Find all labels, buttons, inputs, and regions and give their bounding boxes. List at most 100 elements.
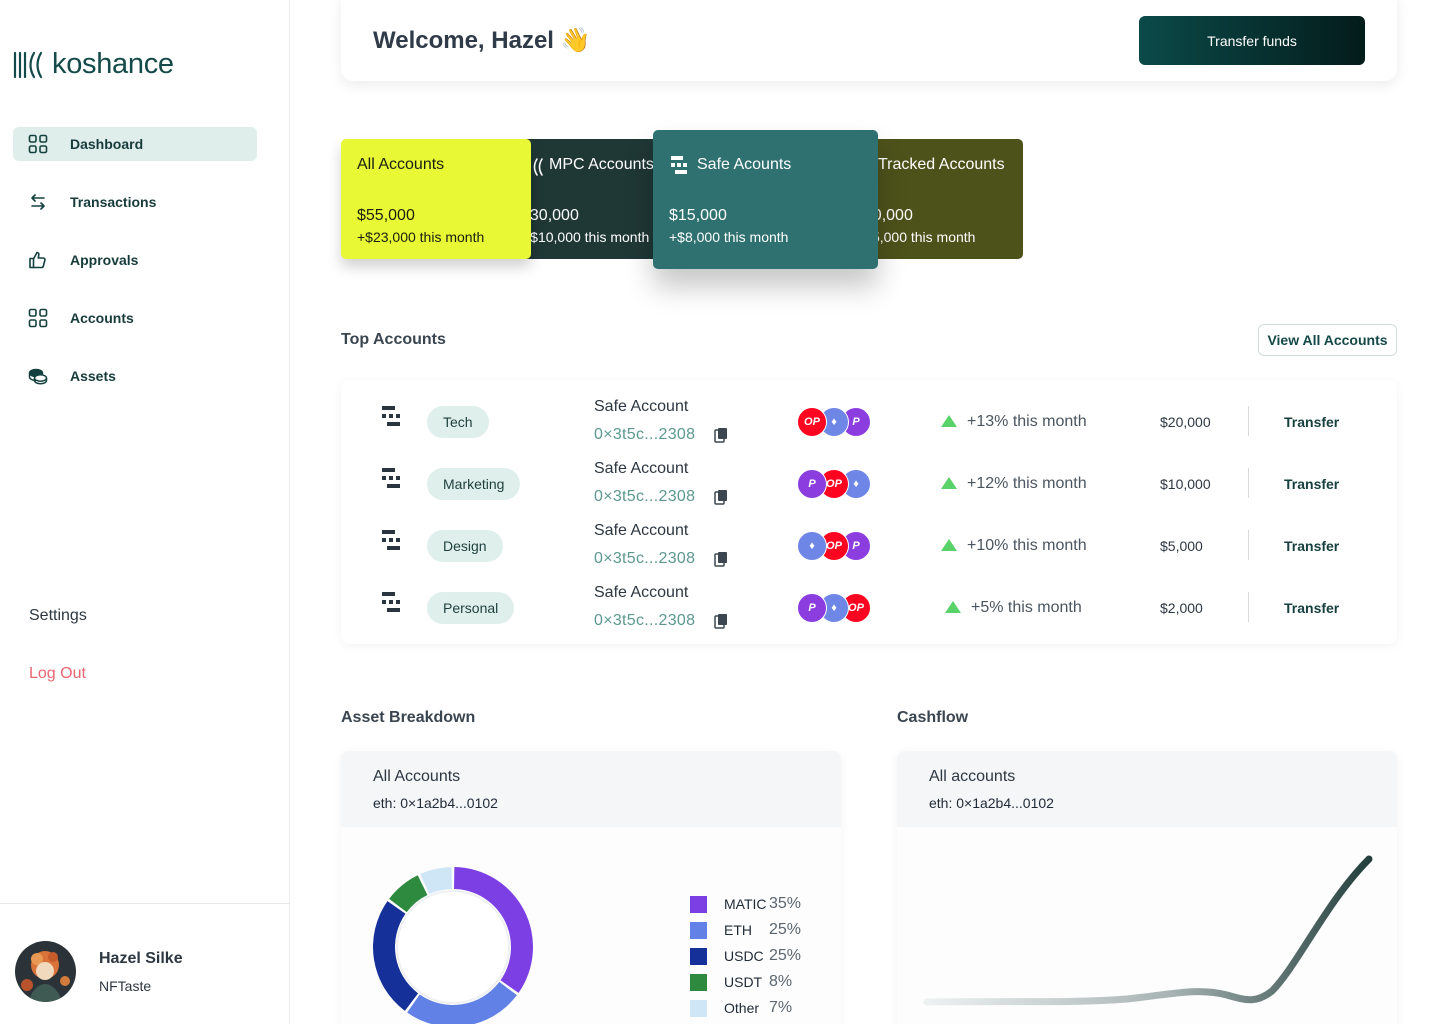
- transfer-link[interactable]: Transfer: [1284, 476, 1340, 492]
- chain-icons: P ♦ OP: [797, 593, 877, 625]
- account-type: Safe Account: [594, 522, 689, 539]
- sidebar-nav: Dashboard Transactions Approvals Account…: [13, 127, 257, 417]
- copy-icon[interactable]: [714, 613, 728, 629]
- account-value: $20,000: [1160, 414, 1211, 430]
- legend-label: ETH: [724, 922, 752, 938]
- safe-icon: [382, 592, 400, 612]
- account-growth: +13% this month: [967, 413, 1087, 430]
- account-tag[interactable]: Personal: [427, 592, 515, 624]
- panel-header: All Accounts eth: 0×1a2b4...0102: [341, 751, 841, 827]
- welcome-header: Welcome, Hazel 👋 Transfer funds: [341, 0, 1397, 81]
- card-change: +$5,000 this month: [858, 229, 976, 245]
- card-amount: $15,000: [669, 207, 727, 224]
- sidebar-item-transactions[interactable]: Transactions: [13, 185, 257, 219]
- legend-percent: 25%: [769, 921, 802, 938]
- trend-up-icon: [941, 415, 957, 427]
- legend-item: Other 7%: [690, 995, 801, 1021]
- chain-icons: OP ♦ P: [797, 407, 877, 439]
- account-type: Safe Account: [594, 398, 689, 415]
- coins-icon: [27, 365, 49, 387]
- transfer-funds-button[interactable]: Transfer funds: [1139, 16, 1365, 65]
- brand-logo[interactable]: koshance: [12, 48, 174, 81]
- chain-icons: P OP ♦: [797, 469, 877, 501]
- transfer-link[interactable]: Transfer: [1284, 414, 1340, 430]
- row-divider: [1248, 530, 1249, 560]
- legend-label: MATIC: [724, 896, 767, 912]
- row-divider: [1248, 468, 1249, 498]
- asset-breakdown-panel: All Accounts eth: 0×1a2b4...0102 MATIC 35…: [341, 751, 841, 1024]
- table-row[interactable]: Tech Safe Account 0×3t5c...2308 OP ♦ P +13…: [341, 384, 1397, 446]
- card-amount: $30,000: [521, 207, 579, 224]
- safe-icon: [671, 156, 687, 174]
- account-type: Safe Account: [594, 584, 689, 601]
- cashflow-line-chart: [923, 855, 1373, 1006]
- account-address: 0×3t5c...2308: [594, 488, 696, 505]
- copy-icon[interactable]: [714, 551, 728, 567]
- trend-up-icon: [941, 539, 957, 551]
- donut-slice-matic: [454, 867, 533, 993]
- account-tag[interactable]: Marketing: [427, 468, 521, 500]
- view-all-accounts-button[interactable]: View All Accounts: [1258, 324, 1397, 356]
- legend-percent: 7%: [769, 999, 793, 1016]
- account-value: $2,000: [1160, 600, 1203, 616]
- grid-icon: [27, 307, 49, 329]
- account-growth: +5% this month: [971, 599, 1082, 616]
- user-profile[interactable]: Hazel Silke NFTaste: [0, 903, 290, 1024]
- legend-swatch: [690, 895, 707, 913]
- sidebar-item-label: Dashboard: [70, 136, 144, 152]
- avatar[interactable]: [15, 941, 76, 1002]
- user-name: Hazel Silke: [99, 950, 183, 967]
- card-tracked-accounts[interactable]: Tracked Accounts $10,000 +$5,000 this mo…: [858, 139, 1023, 259]
- ethereum-icon: ♦: [797, 531, 827, 561]
- card-title: Tracked Accounts: [878, 156, 1005, 173]
- optimism-icon: OP: [819, 531, 849, 561]
- asset-breakdown-title: Asset Breakdown: [341, 709, 476, 726]
- account-growth: +10% this month: [967, 537, 1087, 554]
- donut-slice-eth: [407, 981, 517, 1024]
- sidebar-item-accounts[interactable]: Accounts: [13, 301, 257, 335]
- card-safe-accounts[interactable]: Safe Acounts $15,000 +$8,000 this month: [653, 130, 878, 269]
- account-tag[interactable]: Design: [427, 530, 503, 562]
- account-type: Safe Account: [594, 460, 689, 477]
- cashflow-title: Cashflow: [897, 709, 969, 726]
- legend-percent: 8%: [769, 973, 793, 990]
- sidebar-item-assets[interactable]: Assets: [13, 359, 257, 393]
- brand-name: koshance: [52, 48, 174, 80]
- row-divider: [1248, 406, 1249, 436]
- sidebar-item-approvals[interactable]: Approvals: [13, 243, 257, 277]
- legend-label: USDC: [724, 948, 764, 964]
- user-org: NFTaste: [99, 978, 152, 994]
- polygon-icon: P: [797, 469, 827, 499]
- legend-label: Other: [724, 1000, 760, 1016]
- safe-icon: [382, 468, 400, 488]
- arrows-swap-icon: [27, 191, 49, 213]
- transfer-link[interactable]: Transfer: [1284, 600, 1340, 616]
- panel-title: All Accounts: [373, 768, 461, 785]
- koshance-logo-icon: [13, 51, 43, 78]
- cashflow-panel: All accounts eth: 0×1a2b4...0102: [897, 751, 1397, 1024]
- logout-link[interactable]: Log Out: [29, 665, 86, 682]
- table-row[interactable]: Personal Safe Account 0×3t5c...2308 P ♦ OP…: [341, 570, 1397, 632]
- legend-swatch: [690, 921, 707, 939]
- safe-icon: [382, 530, 400, 550]
- card-title: Safe Acounts: [697, 156, 792, 173]
- grid-icon: [27, 133, 49, 155]
- thumbs-up-icon: [27, 249, 49, 271]
- account-tag[interactable]: Tech: [427, 406, 489, 438]
- copy-icon[interactable]: [714, 427, 728, 443]
- donut-hole: [396, 890, 510, 1004]
- transfer-link[interactable]: Transfer: [1284, 538, 1340, 554]
- card-all-accounts[interactable]: All Accounts $55,000 +$23,000 this month: [341, 139, 531, 259]
- sidebar-item-dashboard[interactable]: Dashboard: [13, 127, 257, 161]
- safe-icon: [382, 406, 400, 426]
- sidebar-item-label: Transactions: [70, 194, 157, 210]
- donut-slice-usdt: [389, 875, 428, 913]
- table-row[interactable]: Design Safe Account 0×3t5c...2308 ♦ OP P +…: [341, 508, 1397, 570]
- settings-link[interactable]: Settings: [29, 607, 87, 624]
- sidebar-item-label: Assets: [70, 368, 116, 384]
- card-mpc-accounts[interactable]: MPC Accounts $30,000 +$10,000 this month: [510, 139, 670, 259]
- copy-icon[interactable]: [714, 489, 728, 505]
- account-address: 0×3t5c...2308: [594, 612, 696, 629]
- asset-donut-chart: [373, 867, 533, 1024]
- table-row[interactable]: Marketing Safe Account 0×3t5c...2308 P OP…: [341, 446, 1397, 508]
